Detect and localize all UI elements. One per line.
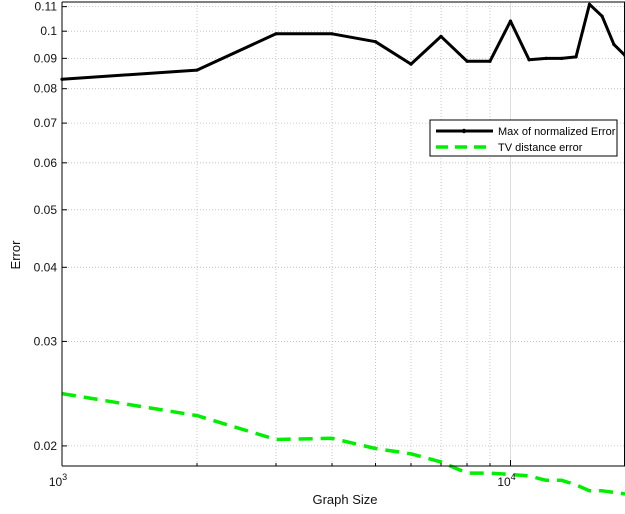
data-point-max-normalized-error [409,62,413,66]
y-axis-label: Error [8,240,23,270]
data-point-max-normalized-error [373,40,378,44]
y-tick-label: 0.03 [34,334,58,348]
data-point-max-normalized-error [574,55,578,59]
axes-frame [61,1,625,467]
data-point-max-normalized-error [527,58,531,62]
data-point-max-normalized-error [195,68,199,72]
legend: Max of normalized Error TV distance erro… [429,119,618,157]
y-tick-label: 0.04 [34,260,58,274]
data-point-max-normalized-error [488,59,492,63]
data-point-max-normalized-error [439,34,443,39]
y-tick-label: 0.08 [34,82,58,96]
series-line-max-normalized-error [61,2,625,81]
x-tick-label: 103 [49,472,67,489]
y-tick-label: 0.02 [34,439,58,453]
data-point-max-normalized-error [560,56,564,60]
data-point-max-normalized-error [508,19,513,23]
series-line-tv-distance-error [61,391,625,496]
y-tick-label: 0.05 [34,203,58,217]
legend-marker-max-normalized-error [461,128,467,134]
data-point-max-normalized-error [274,32,278,36]
data-point-max-normalized-error [330,32,334,36]
data-point-max-normalized-error [600,14,604,18]
y-tick-label: 0.07 [34,116,58,130]
grid-lines [61,2,625,466]
y-tick-label: 0.09 [34,51,58,65]
series-layer [60,2,625,496]
x-tick-label: 104 [497,472,515,489]
legend-box [429,119,618,157]
y-tick-label: 0.11 [35,0,58,14]
y-tick-label: 0.1 [40,24,57,38]
y-tick-label: 0.06 [34,156,58,170]
data-point-max-normalized-error [465,59,469,63]
data-point-max-normalized-error [544,56,548,60]
x-axis-label: Graph Size [312,492,377,507]
legend-label-max-normalized-error: Max of normalized Error [498,126,616,138]
data-point-max-normalized-error [587,2,592,6]
tick-labels: 0.02 0.03 0.04 0.05 0.06 0.07 0.08 0.09 0.1 0.11 1… [34,0,516,489]
data-point-max-normalized-error [612,42,616,47]
legend-label-tv-distance-error: TV distance error [498,142,583,154]
